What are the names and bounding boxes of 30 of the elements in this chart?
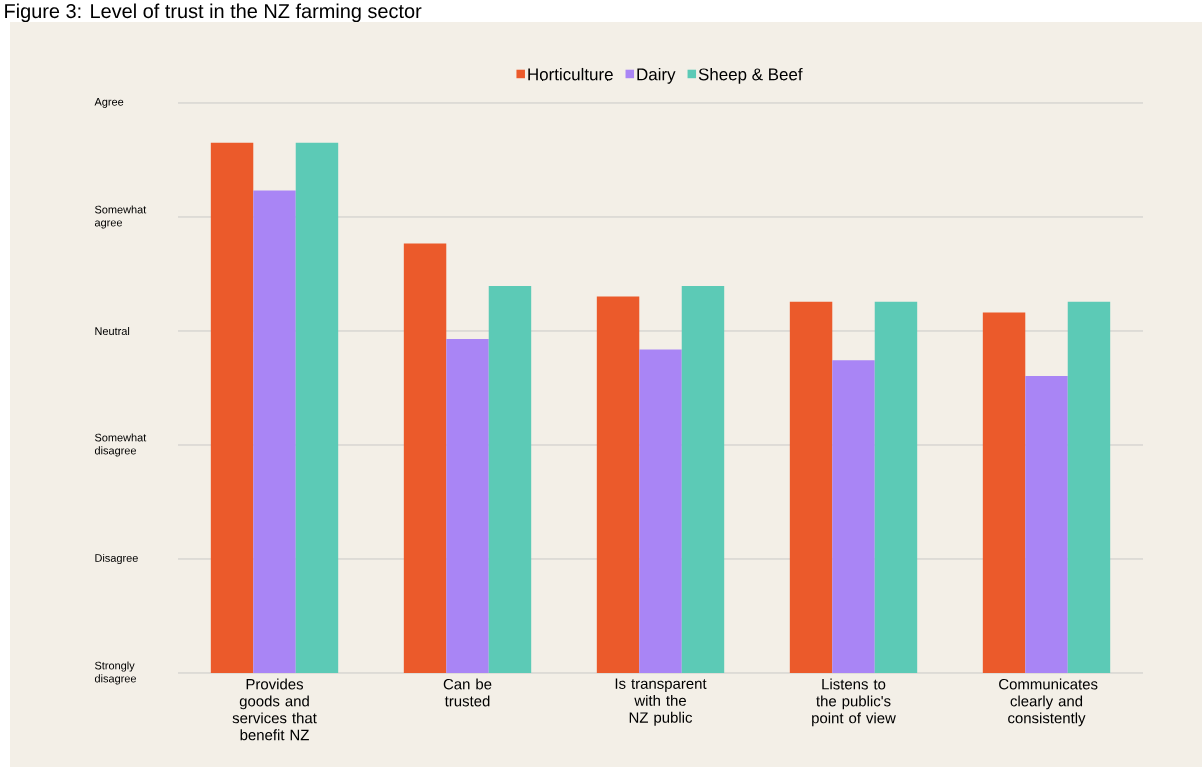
legend-label: Sheep & Beef bbox=[698, 67, 803, 84]
text: Strongly disagree bbox=[94, 661, 137, 685]
legend-label: Horticulture bbox=[528, 67, 613, 81]
bar bbox=[789, 301, 833, 673]
bar bbox=[874, 301, 918, 673]
x-tick-label: Provides goods and services that benefit NZ bbox=[232, 678, 317, 741]
x-tick-label: Communicates clearly and consistently bbox=[999, 678, 1098, 727]
bar bbox=[1025, 376, 1068, 673]
x-tick-label: Listens to the public's point of view bbox=[812, 678, 896, 727]
x-tick-label: Is transparent with the NZ public bbox=[615, 678, 707, 726]
legend-label: Dairy bbox=[637, 67, 676, 84]
bar bbox=[982, 312, 1026, 673]
text: Agree bbox=[94, 98, 124, 108]
bar bbox=[596, 296, 640, 673]
chart-title: Figure 3: Level of trust in the NZ farming sector bbox=[5, 3, 422, 23]
bar bbox=[446, 338, 489, 673]
text: Somewhat agree bbox=[94, 205, 147, 229]
bar bbox=[832, 360, 875, 673]
bar bbox=[403, 243, 447, 673]
bar bbox=[488, 285, 532, 673]
bar bbox=[295, 142, 339, 673]
text: Somewhat disagree bbox=[94, 433, 147, 457]
bar bbox=[681, 285, 725, 673]
x-tick-label: Can be trusted bbox=[443, 678, 492, 707]
text: Neutral bbox=[95, 326, 130, 336]
bar bbox=[253, 190, 296, 673]
bar bbox=[210, 142, 254, 673]
text: Disagree bbox=[95, 553, 138, 565]
bar bbox=[1067, 301, 1111, 673]
bar bbox=[639, 349, 682, 673]
